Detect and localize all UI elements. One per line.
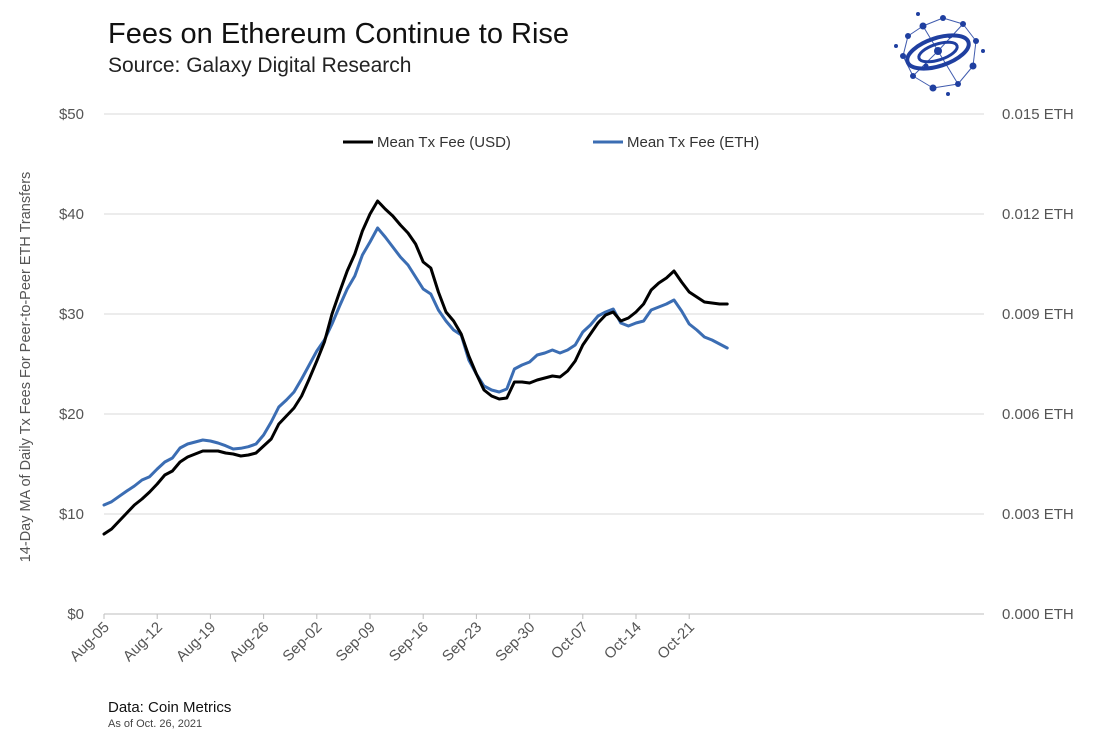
- legend: Mean Tx Fee (USD) Mean Tx Fee (ETH): [343, 134, 759, 151]
- as-of-date: As of Oct. 26, 2021: [108, 718, 203, 730]
- x-tick-label: Sep-30: [492, 619, 538, 665]
- y-tick-label-right: 0.003 ETH: [1002, 506, 1074, 523]
- x-tick-label: Aug-26: [226, 619, 272, 665]
- x-tick-label: Oct-07: [548, 619, 592, 663]
- y-axis-label: 14-Day MA of Daily Tx Fees For Peer-to-P…: [18, 172, 34, 563]
- legend-label: Mean Tx Fee (USD): [377, 134, 511, 151]
- y-tick-label-right: 0.009 ETH: [1002, 306, 1074, 323]
- y-tick-label-left: $10: [59, 506, 84, 523]
- y-tick-label-left: $0: [67, 606, 84, 623]
- y-tick-label-right: 0.006 ETH: [1002, 406, 1074, 423]
- legend-label: Mean Tx Fee (ETH): [627, 134, 759, 151]
- y-tick-label-right: 0.015 ETH: [1002, 106, 1074, 123]
- x-tick-label: Aug-05: [67, 619, 113, 665]
- x-tick-label: Oct-21: [654, 619, 698, 663]
- series-lines: [102, 199, 729, 536]
- chart-subtitle: Source: Galaxy Digital Research: [108, 54, 412, 77]
- x-tick-label: Sep-16: [386, 619, 432, 665]
- y-tick-label-right: 0.012 ETH: [1002, 206, 1074, 223]
- series-line-eth: [102, 226, 729, 507]
- y-tick-label-right: 0.000 ETH: [1002, 606, 1074, 623]
- series-line-usd: [102, 199, 729, 536]
- right-axis-ticks: 0.000 ETH 0.003 ETH 0.006 ETH 0.009 ETH 0.01…: [1002, 106, 1074, 623]
- y-tick-label-left: $40: [59, 206, 84, 223]
- x-tick-label: Sep-02: [279, 619, 325, 665]
- x-tick-label: Aug-12: [120, 619, 166, 665]
- y-tick-label-left: $20: [59, 406, 84, 423]
- galaxy-logo-icon: [894, 12, 985, 96]
- x-tick-label: Oct-14: [601, 619, 645, 663]
- x-axis-ticks: Aug-05 Aug-12 Aug-19 Aug-26 Sep-02 Sep-09 Sep-…: [67, 614, 698, 665]
- x-tick-label: Aug-19: [173, 619, 219, 665]
- y-tick-label-left: $30: [59, 306, 84, 323]
- gridlines: [104, 113, 984, 615]
- data-source: Data: Coin Metrics: [108, 699, 232, 716]
- left-axis-ticks: $0 $10 $20 $30 $40 $50: [59, 106, 84, 623]
- x-tick-label: Sep-09: [333, 619, 379, 665]
- y-tick-label-left: $50: [59, 106, 84, 123]
- x-tick-label: Sep-23: [439, 619, 485, 665]
- chart-title: Fees on Ethereum Continue to Rise: [108, 18, 570, 50]
